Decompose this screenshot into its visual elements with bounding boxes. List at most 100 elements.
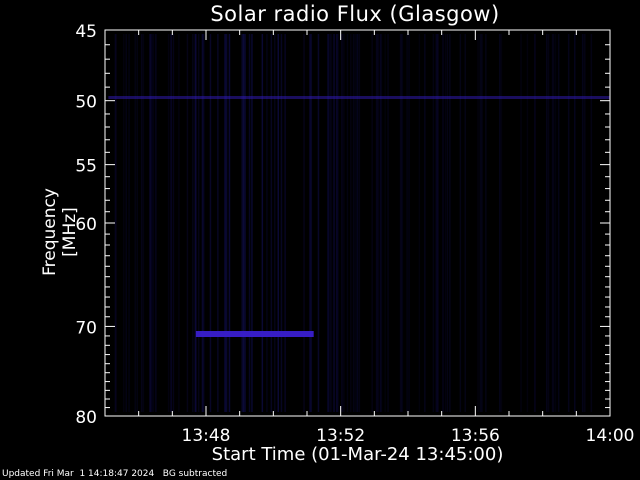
noise-streak (149, 34, 151, 412)
noise-streak (284, 34, 286, 412)
noise-streak (590, 34, 593, 412)
noise-streak (477, 34, 479, 412)
noise-streak (337, 34, 339, 412)
noise-streak (170, 34, 172, 412)
noise-streak (251, 34, 253, 412)
noise-streak (328, 34, 330, 412)
noise-streak (384, 34, 386, 412)
noise-streak (261, 34, 264, 412)
noise-streak (142, 34, 145, 412)
noise-streak (399, 34, 402, 412)
noise-streak (574, 34, 576, 412)
noise-streak (155, 34, 157, 412)
noise-streak (195, 34, 197, 412)
x-tick-label: 14:00 (586, 426, 635, 446)
noise-streak (140, 34, 143, 412)
noise-streak (387, 34, 389, 412)
x-axis-label: Start Time (01-Mar-24 13:45:00) (211, 444, 504, 465)
noise-streak (442, 34, 444, 412)
noise-streak (377, 34, 379, 412)
y-tick-label: 55 (75, 157, 97, 177)
noise-streak (481, 34, 483, 412)
noise-streak (274, 34, 276, 412)
noise-streak (151, 34, 154, 412)
noise-streak (582, 34, 584, 412)
noise-streak (356, 34, 359, 412)
noise-streak (277, 34, 279, 412)
noise-streak (202, 34, 205, 412)
y-tick-label: 60 (75, 215, 97, 235)
noise-streak (418, 34, 421, 412)
noise-streak (380, 34, 383, 412)
noise-streak (356, 34, 358, 412)
noise-streak (209, 34, 212, 412)
noise-streak (437, 34, 439, 412)
y-tick-label: 45 (75, 22, 97, 42)
noise-streak (520, 34, 522, 412)
noise-streak (228, 34, 231, 412)
noise-streak (310, 34, 313, 412)
noise-streak (224, 34, 226, 412)
noise-streak (241, 34, 243, 412)
feature-band_line (108, 96, 611, 99)
noise-streak (567, 34, 570, 412)
noise-streak (343, 34, 345, 412)
noise-streak (341, 34, 343, 412)
noise-streak (192, 34, 194, 412)
noise-streak (309, 34, 311, 412)
y-tick-label: 80 (75, 408, 97, 428)
y-tick-label: 50 (75, 93, 97, 113)
noise-streak (408, 34, 410, 412)
noise-streak (479, 34, 481, 412)
noise-streak (552, 34, 555, 412)
noise-streak (581, 34, 584, 412)
x-tick-label: 13:52 (316, 426, 365, 446)
noise-streak (358, 34, 361, 412)
noise-streak (449, 34, 451, 412)
noise-streak (194, 34, 196, 412)
noise-streak (244, 34, 246, 412)
noise-streak (442, 34, 444, 412)
noise-streak (406, 34, 408, 412)
noise-streak (217, 34, 219, 412)
noise-streak (346, 34, 349, 412)
noise-streak (459, 34, 462, 412)
noise-streak (557, 34, 560, 412)
noise-streak (201, 34, 204, 412)
noise-streak (123, 34, 125, 412)
noise-streak (225, 34, 228, 412)
noise-streak (333, 34, 335, 412)
noise-streak (186, 34, 189, 412)
noise-streak (317, 34, 320, 412)
noise-streak (330, 34, 333, 412)
noise-streak (136, 34, 138, 412)
noise-streak (546, 34, 548, 412)
noise-streak (178, 34, 180, 412)
noise-streak (303, 34, 305, 412)
noise-streak (128, 34, 130, 412)
noise-streak (266, 34, 268, 412)
noise-streak (335, 34, 338, 412)
noise-streak (149, 34, 152, 412)
x-tick-label: 13:48 (182, 426, 231, 446)
noise-streak (134, 34, 136, 412)
noise-streak (248, 34, 251, 412)
noise-streak (115, 34, 117, 412)
noise-streak (197, 34, 200, 412)
noise-streak (327, 34, 329, 412)
noise-streak (401, 34, 404, 412)
noise-streak (464, 34, 466, 412)
noise-streak (554, 34, 557, 412)
noise-streak (152, 34, 155, 412)
footer-status: Updated Fri Mar 1 14:18:47 2024 BG subtr… (2, 469, 228, 479)
noise-streak (424, 34, 426, 412)
noise-streak (435, 34, 437, 412)
noise-streak (499, 34, 501, 412)
chart-title: Solar radio Flux (Glasgow) (210, 2, 500, 26)
noise-streak (435, 34, 438, 412)
noise-streak (167, 34, 170, 412)
noise-streak (150, 34, 152, 412)
y-tick-label: 70 (75, 318, 97, 338)
